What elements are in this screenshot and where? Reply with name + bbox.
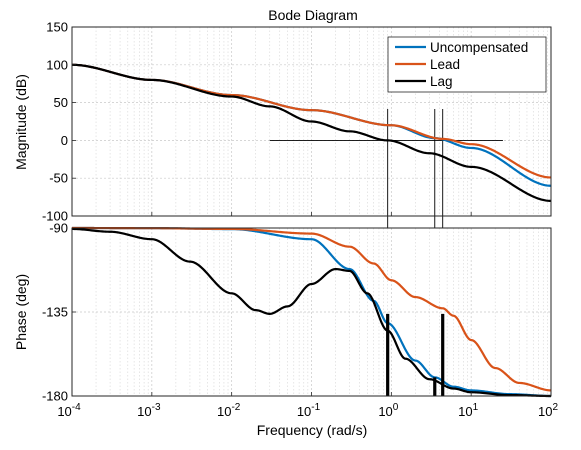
x-tick-label: 102: [538, 402, 558, 419]
magnitude-y-tick-label: -50: [49, 171, 68, 186]
legend-label-lead: Lead: [430, 57, 460, 72]
phase-grid: [72, 228, 551, 396]
x-axis-ticks: 10-4 10-3 10-2 10-1 100 101 102: [57, 212, 558, 419]
magnitude-y-ticks: 150 100 50 0 -50 -100: [42, 20, 76, 224]
x-tick-label: 10-3: [137, 402, 161, 419]
phase-y-ticks: -90 -135 -180: [42, 221, 76, 404]
x-tick-label: 10-4: [57, 402, 81, 419]
magnitude-y-tick-label: 50: [54, 95, 68, 110]
magnitude-line-lag: [71, 63, 552, 202]
magnitude-y-tick-label: -100: [42, 209, 68, 224]
x-axis-label: Frequency (rad/s): [257, 422, 367, 438]
legend-label-lag: Lag: [430, 74, 453, 89]
magnitude-y-tick-label: 0: [61, 133, 68, 148]
phase-panel: -90 -135 -180 Phase (deg): [13, 221, 552, 404]
magnitude-y-tick-label: 100: [46, 57, 68, 72]
magnitude-series: [71, 63, 552, 202]
magnitude-y-axis-label: Magnitude (dB): [13, 74, 29, 170]
x-tick-label: 10-2: [217, 402, 241, 419]
phase-y-tick-label: -180: [42, 389, 68, 404]
chart-title: Bode Diagram: [268, 7, 358, 23]
x-tick-label: 101: [458, 402, 478, 419]
legend: Uncompensated Lead Lag: [387, 36, 547, 93]
phase-annotations: [386, 313, 445, 396]
magnitude-y-tick-label: 150: [46, 20, 68, 35]
x-tick-label: 10-1: [297, 402, 321, 419]
legend-label-uncompensated: Uncompensated: [430, 40, 528, 55]
phase-y-tick-label: -90: [49, 221, 68, 236]
x-tick-label: 100: [378, 402, 398, 419]
phase-y-axis-label: Phase (deg): [13, 274, 29, 350]
phase-y-tick-label: -135: [42, 305, 68, 320]
